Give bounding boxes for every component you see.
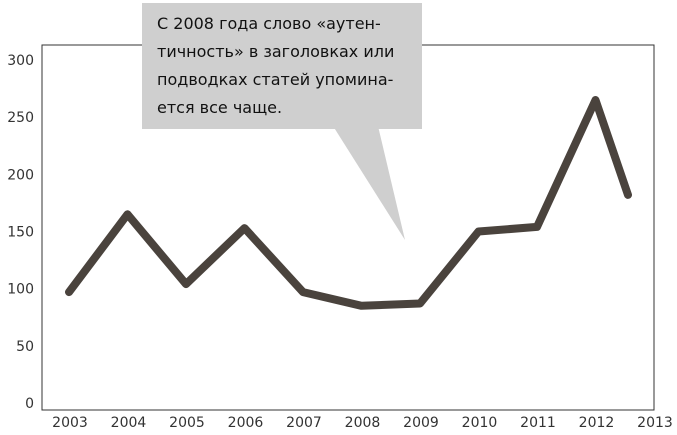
x-tick-label: 2013 (637, 415, 673, 431)
x-axis: 2003 2004 2005 2006 2007 2008 2009 2010 2011 2012… (52, 415, 673, 431)
y-tick-label: 100 (7, 282, 34, 298)
x-tick-label: 2012 (579, 415, 615, 431)
y-axis: 0 50 100 150 200 250 300 (7, 53, 34, 412)
callout-pointer (333, 126, 405, 240)
y-tick-label: 50 (16, 339, 34, 355)
series-line (65, 96, 632, 310)
x-tick-label: 2009 (403, 415, 439, 431)
y-tick-label: 150 (7, 225, 34, 241)
callout-bubble (142, 3, 422, 240)
x-tick-label: 2003 (52, 415, 88, 431)
callout-box (142, 3, 422, 129)
x-tick-label: 2007 (286, 415, 322, 431)
x-tick-label: 2004 (111, 415, 147, 431)
y-tick-label: 250 (7, 110, 34, 126)
x-tick-label: 2006 (228, 415, 264, 431)
x-tick-label: 2010 (462, 415, 498, 431)
y-tick-label: 300 (7, 53, 34, 69)
x-tick-label: 2011 (520, 415, 556, 431)
y-tick-label: 0 (25, 396, 34, 412)
x-tick-label: 2005 (169, 415, 205, 431)
y-tick-label: 200 (7, 167, 34, 183)
x-tick-label: 2008 (345, 415, 381, 431)
annotation-text: С 2008 года слово «аутен- тичность» в за… (157, 14, 395, 117)
